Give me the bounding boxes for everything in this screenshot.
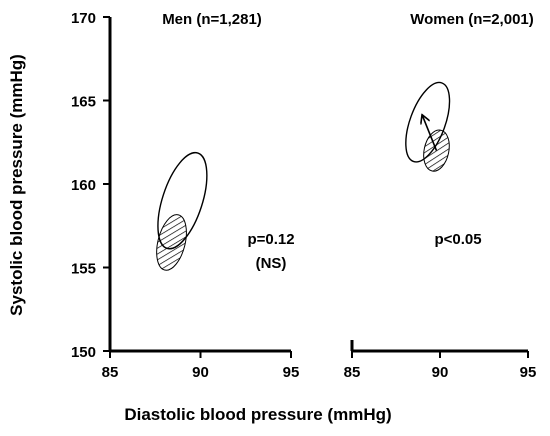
x-tick-label: 95 xyxy=(283,364,300,381)
x-tick-label: 90 xyxy=(192,364,209,381)
x-tick-label: 90 xyxy=(432,364,449,381)
y-tick-label: 160 xyxy=(71,177,96,194)
y-tick-label: 165 xyxy=(71,94,96,111)
x-tick-label: 85 xyxy=(102,364,119,381)
y-tick-label: 150 xyxy=(71,344,96,361)
y-axis-label: Systolic blood pressure (mmHg) xyxy=(7,54,26,316)
y-tick-label: 170 xyxy=(71,10,96,27)
women-panel-title: Women (n=2,001) xyxy=(410,11,534,28)
outline-ellipse xyxy=(405,81,451,163)
men-ns-label: (NS) xyxy=(256,255,287,272)
x-tick-label: 85 xyxy=(344,364,361,381)
women-p-value: p<0.05 xyxy=(434,231,481,248)
x-axis-label: Diastolic blood pressure (mmHg) xyxy=(124,405,391,424)
x-tick-label: 95 xyxy=(520,364,537,381)
y-tick-label: 155 xyxy=(71,261,96,278)
men-p-value: p=0.12 xyxy=(247,231,294,248)
shift-arrow xyxy=(422,116,438,151)
hatched-ellipse xyxy=(156,214,187,271)
men-panel-title: Men (n=1,281) xyxy=(162,11,262,28)
